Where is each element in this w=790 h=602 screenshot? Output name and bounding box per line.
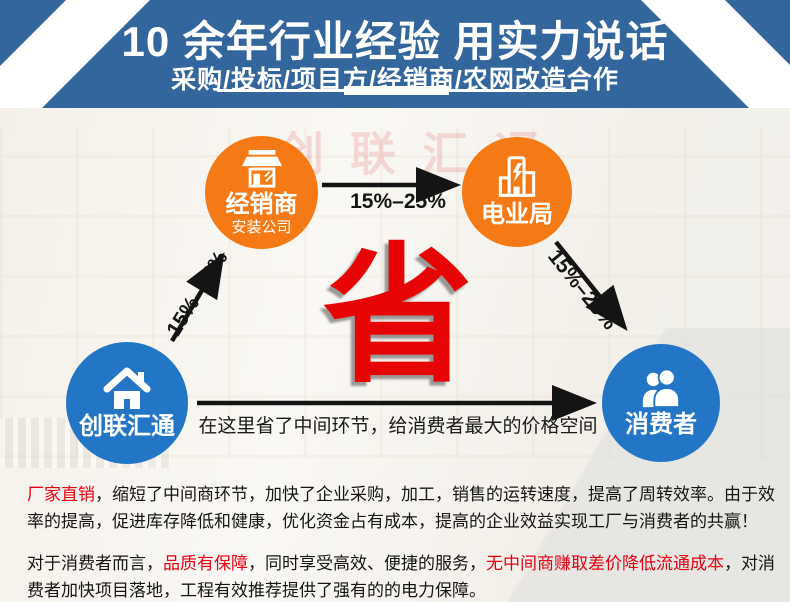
arrow-company-to-dealer bbox=[170, 252, 225, 343]
page-title: 10 余年行业经验 用实力说话 bbox=[121, 18, 669, 65]
node-dealer: 经销商 安装公司 bbox=[205, 136, 318, 249]
paragraph-segment: ，对消费者加快项目落地，工程有效推荐提供了强有的的电力保障。 bbox=[27, 554, 775, 600]
power-building-icon bbox=[498, 156, 536, 198]
node-consumer: 消费者 bbox=[602, 344, 720, 462]
node-power-bureau-label: 电业局 bbox=[481, 201, 553, 229]
edge-label-dealer-power: 15%–25% bbox=[350, 190, 446, 213]
node-company: 创联汇通 bbox=[66, 342, 188, 464]
paragraph-segment: ，缩短了中间商环节，加快了企业采购，加工，销售的运转速度，提高了周转效率。由于效… bbox=[27, 485, 775, 531]
node-consumer-label: 消费者 bbox=[625, 411, 697, 439]
node-dealer-label: 经销商 bbox=[225, 190, 298, 218]
benefit-paragraph-consumer: 对于消费者而言，品质有保障，同时享受高效、便捷的服务，无中间商赚取差价降低流通成… bbox=[27, 550, 775, 602]
paragraph-segment: 厂家直销 bbox=[27, 485, 95, 504]
save-character: 省 bbox=[322, 235, 473, 401]
header-banner: 10 余年行业经验 用实力说话 采购/投标/项目方/经销商/农网改造合作 bbox=[0, 0, 790, 108]
node-power-bureau: 电业局 bbox=[462, 137, 572, 247]
flow-arrows bbox=[170, 167, 628, 421]
arrow-power-to-consumer bbox=[554, 240, 628, 332]
house-icon bbox=[103, 367, 151, 410]
header-underline-center bbox=[344, 86, 449, 95]
people-icon bbox=[642, 368, 681, 409]
diagram-caption: 在这里省了中间环节，给消费者最大的价格空间 bbox=[198, 416, 598, 437]
paragraph-segment: 品质有保障 bbox=[163, 554, 248, 573]
paragraph-segment: 无中间商赚取差价降低流通成本 bbox=[486, 554, 724, 573]
storefront-icon bbox=[241, 149, 282, 188]
paragraph-segment: 对于消费者而言， bbox=[27, 554, 163, 573]
paragraph-segment: ，同时享受高效、便捷的服务， bbox=[248, 554, 486, 573]
node-company-label: 创联汇通 bbox=[79, 413, 175, 441]
node-dealer-sublabel: 安装公司 bbox=[231, 218, 292, 236]
benefit-paragraph-factory: 厂家直销，缩短了中间商环节，加快了企业采购，加工，销售的运转速度，提高了周转效率… bbox=[27, 481, 775, 535]
